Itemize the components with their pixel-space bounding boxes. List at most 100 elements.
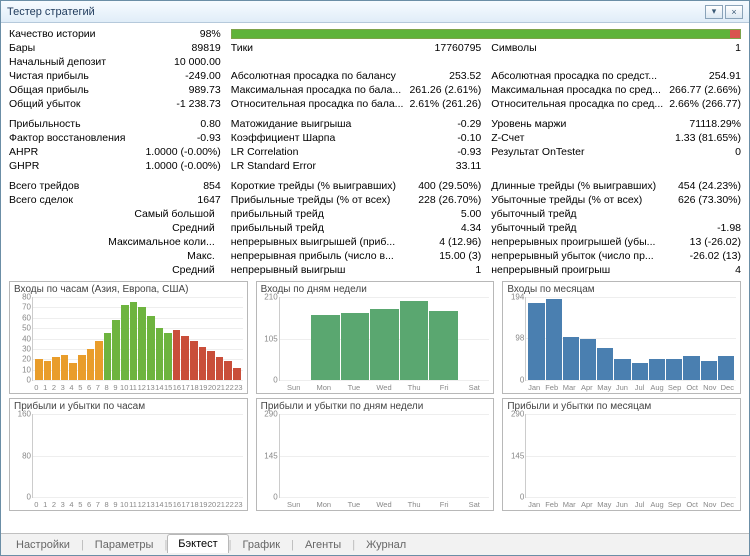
bar <box>683 356 699 380</box>
stat-row: Фактор восстановления-0.93 <box>9 131 221 145</box>
stat-row: прибыльный трейд5.00 <box>231 207 482 221</box>
stat-label: Результат OnTester <box>491 145 590 159</box>
stat-row <box>231 55 482 69</box>
chart-body: 0105210 <box>279 297 490 381</box>
stat-row: Общая прибыль989.73 <box>9 83 221 97</box>
stat-value: 266.77 (2.66%) <box>669 83 741 97</box>
stat-label: Средний <box>9 263 221 277</box>
stat-row: Чистая прибыль-249.00 <box>9 69 221 83</box>
stat-row <box>491 55 741 69</box>
chart-body: 01020304050607080 <box>32 297 243 381</box>
stat-row: LR Correlation-0.93 <box>231 145 482 159</box>
stat-label: Коэффициент Шарпа <box>231 131 342 145</box>
bar <box>311 315 340 380</box>
stat-value: -249.00 <box>185 69 221 83</box>
chart-c1: Входы по часам (Азия, Европа, США) 010203… <box>9 281 248 394</box>
tab-1[interactable]: Параметры <box>84 535 165 554</box>
chart-body: 098194 <box>525 297 736 381</box>
bar <box>580 339 596 380</box>
stat-value: 1647 <box>197 193 220 207</box>
bar <box>52 357 60 380</box>
stat-value: 254.91 <box>709 69 741 83</box>
bar <box>370 309 399 380</box>
bar <box>563 337 579 380</box>
stat-label: убыточный трейд <box>491 221 582 235</box>
stat-row: Относительная просадка по сред...2.66% (… <box>491 97 741 111</box>
stat-label: непрерывный убыток (число пр... <box>491 249 659 263</box>
stat-value: 71118.29% <box>689 117 741 131</box>
stat-label: Абсолютная просадка по балансу <box>231 69 402 83</box>
chart-title: Входы по часам (Азия, Европа, США) <box>10 282 247 295</box>
stat-label: Качество истории <box>9 27 102 41</box>
stat-label: Длинные трейды (% выигравших) <box>491 179 662 193</box>
stat-row: убыточный трейд <box>491 207 741 221</box>
stat-label: Общая прибыль <box>9 83 95 97</box>
bar <box>121 305 129 380</box>
stat-row <box>491 159 741 173</box>
bar <box>224 361 232 380</box>
stat-value: 15.00 (3) <box>439 249 481 263</box>
stat-row: Прибыльные трейды (% от всех)228 (26.70%… <box>231 193 482 207</box>
titlebar: Тестер стратегий ▾ × <box>1 1 749 23</box>
stat-value: 1.0000 (-0.00%) <box>145 145 220 159</box>
stat-row: Z-Счет1.33 (81.65%) <box>491 131 741 145</box>
tab-3[interactable]: График <box>232 535 292 554</box>
stat-row: убыточный трейд -1.98 <box>491 221 741 235</box>
stats-grid: Качество истории98%Бары89819Тики17760795… <box>9 27 741 277</box>
tab-5[interactable]: Журнал <box>355 535 417 554</box>
window-hide-button[interactable]: ▾ <box>705 5 723 19</box>
bar <box>546 299 562 380</box>
stat-label: Тики <box>231 41 259 55</box>
stat-value: -1.98 <box>717 221 741 235</box>
stat-value: 10 000.00 <box>174 55 221 69</box>
stat-value: 228 (26.70%) <box>418 193 481 207</box>
stat-label: Убыточные трейды (% от всех) <box>491 193 648 207</box>
stat-row: Результат OnTester0 <box>491 145 741 159</box>
tab-4[interactable]: Агенты <box>294 535 352 554</box>
stat-label <box>231 55 237 69</box>
bar <box>233 368 241 380</box>
stat-row: Средний <box>9 221 221 235</box>
stat-row: Бары89819 <box>9 41 221 55</box>
stat-label: Относительная просадка по сред... <box>491 97 669 111</box>
stat-label: непрерывный выигрыш <box>231 263 352 277</box>
x-axis-labels: SunMonTueWedThuFriSat <box>279 383 490 392</box>
stat-row: Длинные трейды (% выигравших)454 (24.23%… <box>491 179 741 193</box>
stat-label: Фактор восстановления <box>9 131 131 145</box>
bar <box>35 359 43 380</box>
bar <box>104 333 112 380</box>
stat-row: Максимальная просадка по сред...266.77 (… <box>491 83 741 97</box>
stat-value: 13 (-26.02) <box>690 235 741 249</box>
x-axis-labels: 01234567891011121314151617181920212223 <box>32 383 243 392</box>
stat-label: Общий убыток <box>9 97 87 111</box>
tab-2[interactable]: Бэктест <box>167 534 228 553</box>
bar <box>400 301 429 380</box>
bar <box>597 348 613 380</box>
stat-label: Всего сделок <box>9 193 79 207</box>
stat-row: Всего сделок 1647 <box>9 193 221 207</box>
stat-label: Максимальная просадка по сред... <box>491 83 667 97</box>
stat-label: Уровень маржи <box>491 117 572 131</box>
bar <box>701 361 717 380</box>
quality-bar <box>231 27 741 41</box>
window-close-button[interactable]: × <box>725 5 743 19</box>
stat-row: Всего трейдов854 <box>9 179 221 193</box>
stat-row: Абсолютная просадка по средст... 254.91 <box>491 69 741 83</box>
stat-label: GHPR <box>9 159 45 173</box>
stat-label: Прибыльность <box>9 117 87 131</box>
stat-label: Символы <box>491 41 542 55</box>
bar <box>112 320 120 380</box>
bar <box>138 307 146 380</box>
stat-row: Короткие трейды (% выигравших)400 (29.50… <box>231 179 482 193</box>
stat-row: Макс. <box>9 249 221 263</box>
stat-value: -0.93 <box>457 145 481 159</box>
bar <box>632 363 648 380</box>
stat-row: непрерывный выигрыш1 <box>231 263 482 277</box>
stat-row: Средний <box>9 263 221 277</box>
stat-row: непрерывная прибыль (число в...15.00 (3) <box>231 249 482 263</box>
stat-value: 33.11 <box>456 159 482 173</box>
tab-0[interactable]: Настройки <box>5 535 81 554</box>
bar <box>199 347 207 380</box>
stat-label: Абсолютная просадка по средст... <box>491 69 663 83</box>
stat-value: 2.61% (261.26) <box>409 97 481 111</box>
